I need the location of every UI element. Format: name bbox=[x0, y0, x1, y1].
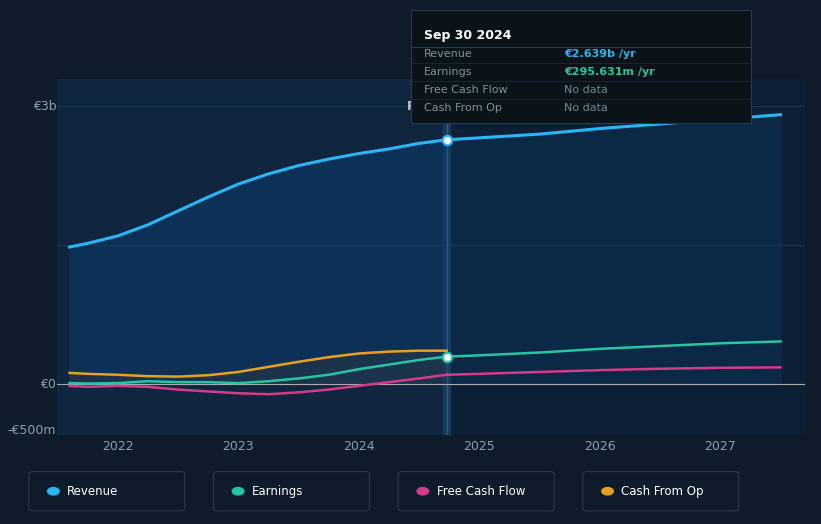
Point bbox=[440, 136, 453, 144]
Text: No data: No data bbox=[564, 104, 608, 114]
Text: -€500m: -€500m bbox=[7, 424, 57, 437]
Text: €295.631m /yr: €295.631m /yr bbox=[564, 68, 654, 78]
Text: €2.639b /yr: €2.639b /yr bbox=[564, 49, 635, 59]
Text: Cash From Op: Cash From Op bbox=[424, 104, 502, 114]
Text: Earnings: Earnings bbox=[424, 68, 473, 78]
Text: Analysts Forecasts: Analysts Forecasts bbox=[456, 100, 573, 113]
Text: Free Cash Flow: Free Cash Flow bbox=[437, 485, 525, 498]
Text: Earnings: Earnings bbox=[252, 485, 304, 498]
Text: Revenue: Revenue bbox=[424, 49, 473, 59]
Text: Free Cash Flow: Free Cash Flow bbox=[424, 85, 507, 95]
Text: Revenue: Revenue bbox=[67, 485, 119, 498]
Bar bbox=[57, 79, 447, 435]
Point bbox=[440, 353, 453, 361]
Bar bbox=[443, 79, 450, 435]
Text: Sep 30 2024: Sep 30 2024 bbox=[424, 28, 511, 41]
Text: Past: Past bbox=[406, 100, 437, 113]
Text: €3b: €3b bbox=[33, 100, 57, 113]
Text: No data: No data bbox=[564, 85, 608, 95]
Text: Cash From Op: Cash From Op bbox=[621, 485, 704, 498]
Text: €0: €0 bbox=[40, 377, 57, 390]
